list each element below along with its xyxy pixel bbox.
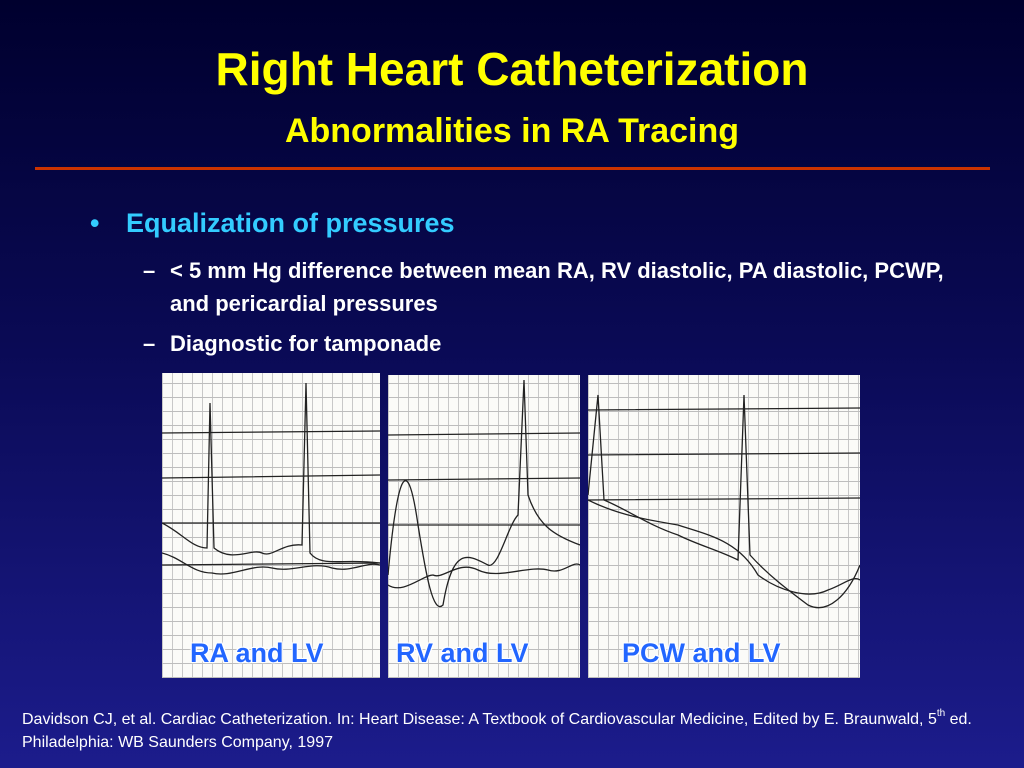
- tracing-image: [588, 375, 860, 678]
- tracing: [588, 394, 860, 609]
- sub-bullet-text: Diagnostic for tamponade: [170, 331, 442, 356]
- figure-caption: RA and LV: [190, 638, 324, 668]
- sub-bullet: – Diagnostic for tamponade: [143, 327, 963, 360]
- tracing-image: [162, 373, 380, 678]
- tracing: [162, 382, 380, 575]
- figure-caption: RV and LV: [396, 638, 529, 668]
- sub-bullet-text: < 5 mm Hg difference between mean RA, RV…: [170, 258, 950, 316]
- figure-caption: PCW and LV: [622, 638, 781, 668]
- citation: Davidson CJ, et al. Cardiac Catheterizat…: [22, 708, 982, 754]
- citation-superscript: th: [936, 708, 946, 719]
- bullet-text: Equalization of pressures: [126, 208, 455, 238]
- subtitle: Abnormalities in RA Tracing: [284, 112, 740, 150]
- tracing: [388, 379, 580, 608]
- sub-bullet: – < 5 mm Hg difference between mean RA, R…: [143, 254, 963, 320]
- citation-text: Davidson CJ, et al. Cardiac Catheterizat…: [22, 711, 937, 728]
- divider: [35, 167, 990, 170]
- title: Right Heart Catheterization: [215, 43, 809, 95]
- tracing-image: [388, 375, 580, 678]
- citation-text: ed. Philadelphia: WB Saunders Company, 1…: [22, 711, 972, 751]
